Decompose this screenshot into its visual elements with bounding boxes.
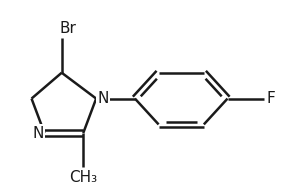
Text: CH₃: CH₃ xyxy=(69,170,97,185)
Text: N: N xyxy=(32,126,44,141)
Text: N: N xyxy=(97,91,109,106)
Text: Br: Br xyxy=(59,21,76,36)
Text: F: F xyxy=(266,91,275,106)
